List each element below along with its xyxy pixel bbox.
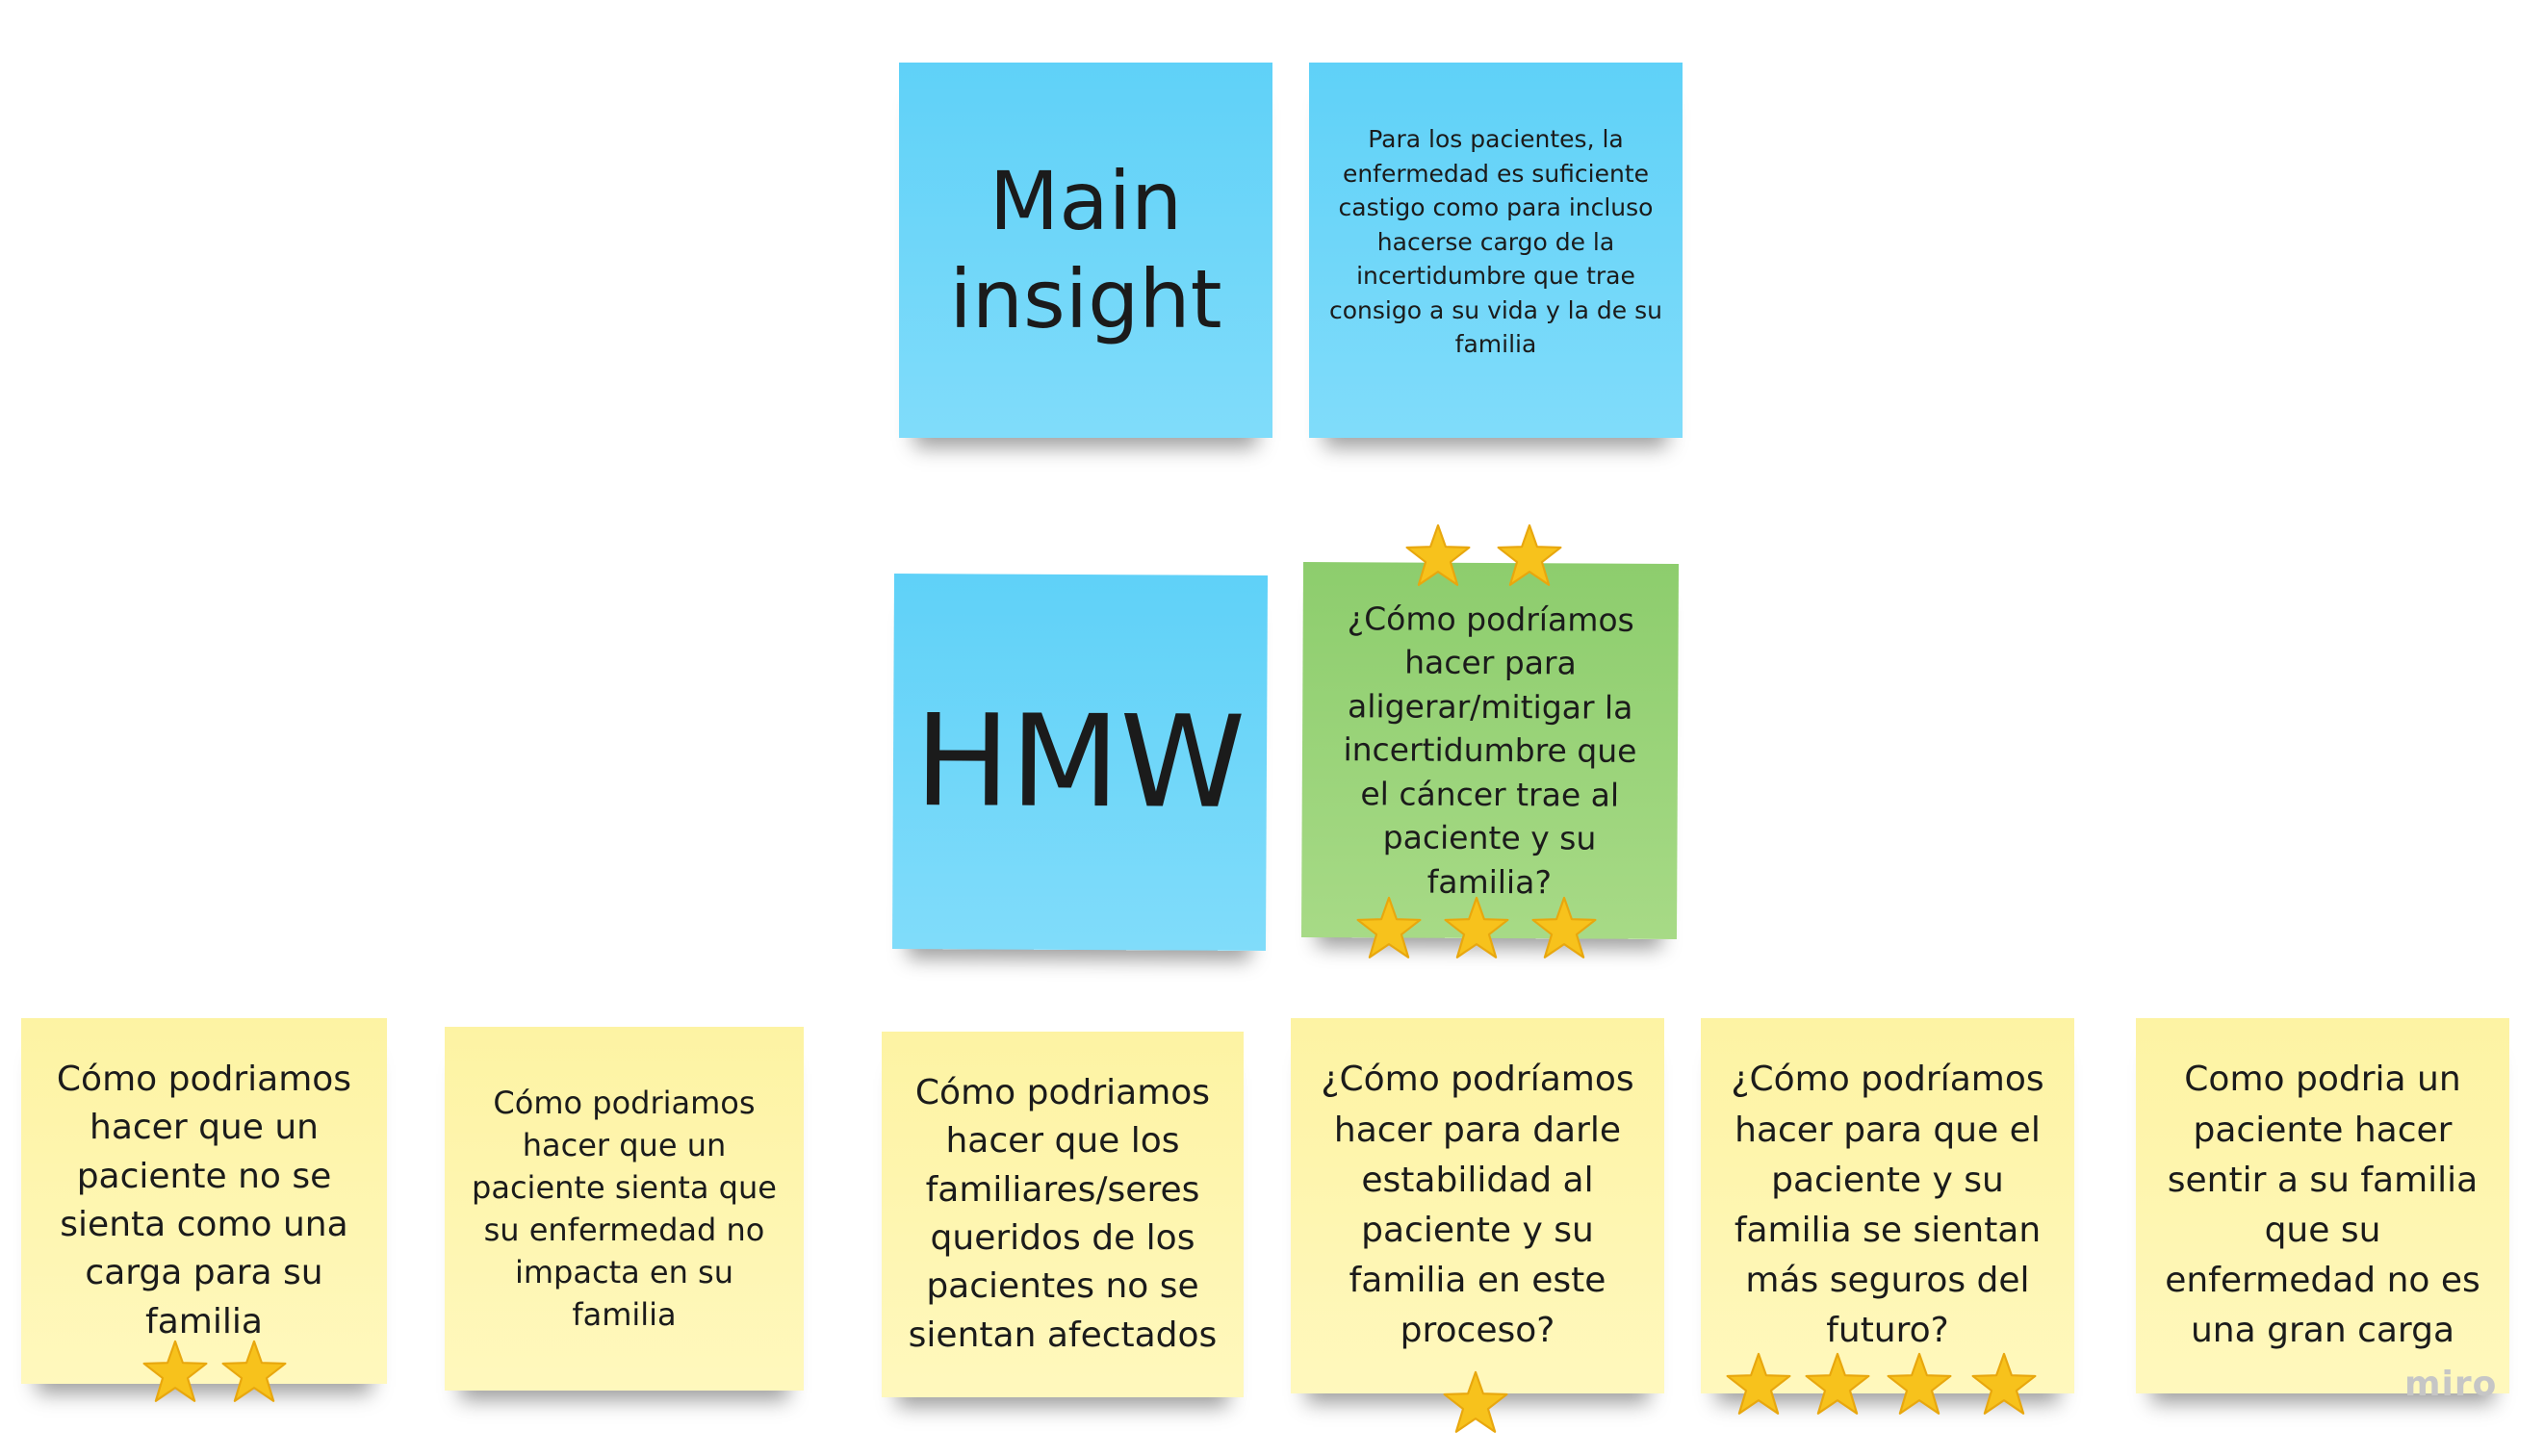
hmw-main-question-text: ¿Cómo podríamos hacer para aligerar/miti… (1343, 599, 1637, 902)
sticky-idea-1[interactable]: Cómo podriamos hacer que un paciente no … (21, 1018, 387, 1384)
star-icon[interactable] (1441, 1369, 1510, 1439)
idea-2-text: Cómo podriamos hacer que un paciente sie… (472, 1084, 777, 1334)
star-icon[interactable] (1495, 523, 1564, 592)
sticky-idea-4[interactable]: ¿Cómo podríamos hacer para darle estabil… (1291, 1018, 1664, 1393)
star-icon[interactable] (1529, 895, 1599, 964)
idea-1-text: Cómo podriamos hacer que un paciente no … (56, 1059, 352, 1341)
main-insight-label: Main insight (949, 153, 1222, 346)
hmw-label: HMW (913, 687, 1246, 837)
star-icon[interactable] (1354, 895, 1424, 964)
sticky-hmw-title[interactable]: HMW (891, 573, 1269, 952)
main-insight-text: Para los pacientes, la enfermedad es suf… (1329, 125, 1662, 358)
star-icon[interactable] (141, 1339, 210, 1408)
star-icon[interactable] (1724, 1351, 1793, 1420)
star-icon[interactable] (1803, 1351, 1872, 1420)
idea-3-text: Cómo podriamos hacer que los familiares/… (908, 1072, 1218, 1355)
star-icon[interactable] (1403, 523, 1473, 592)
idea-6-text: Como podria un paciente hacer sentir a s… (2165, 1060, 2480, 1351)
sticky-hmw-main-question[interactable]: ¿Cómo podríamos hacer para aligerar/miti… (1300, 561, 1680, 940)
idea-4-text: ¿Cómo podríamos hacer para darle estabil… (1321, 1060, 1634, 1351)
star-icon[interactable] (1969, 1351, 2039, 1420)
sticky-idea-6[interactable]: Como podria un paciente hacer sentir a s… (2136, 1018, 2509, 1393)
star-icon[interactable] (1885, 1351, 1954, 1420)
sticky-idea-3[interactable]: Cómo podriamos hacer que los familiares/… (882, 1032, 1244, 1397)
sticky-main-insight-text[interactable]: Para los pacientes, la enfermedad es suf… (1309, 63, 1683, 438)
idea-5-text: ¿Cómo podríamos hacer para que el pacien… (1731, 1060, 2044, 1351)
sticky-idea-2[interactable]: Cómo podriamos hacer que un paciente sie… (445, 1027, 804, 1391)
star-icon[interactable] (219, 1339, 289, 1408)
miro-watermark: miro (2404, 1365, 2498, 1404)
sticky-main-insight-title[interactable]: Main insight (899, 63, 1272, 438)
sticky-idea-5[interactable]: ¿Cómo podríamos hacer para que el pacien… (1701, 1018, 2074, 1393)
star-icon[interactable] (1442, 895, 1511, 964)
